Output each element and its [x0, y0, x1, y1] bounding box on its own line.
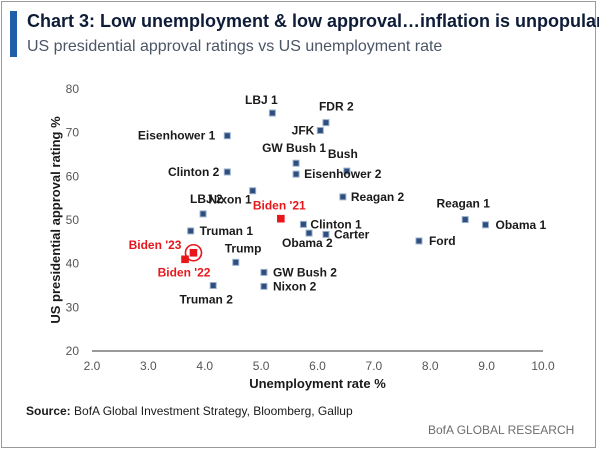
point-label: Ford [429, 234, 456, 248]
source-note: Source: BofA Global Investment Strategy,… [26, 404, 353, 418]
data-point [322, 119, 330, 127]
brand-footer: BofA GLOBAL RESEARCH [428, 423, 575, 437]
point-label: Trump [225, 241, 262, 255]
data-point [199, 210, 207, 218]
y-axis-title: US presidential approval rating % [48, 116, 63, 324]
point-label: Reagan 1 [437, 197, 491, 211]
x-tick-label: 2.0 [84, 359, 101, 373]
point-label: Clinton 1 [310, 217, 362, 231]
point-label: Biden '23 [129, 238, 182, 252]
point-label: Truman 1 [200, 224, 254, 238]
data-point [305, 229, 313, 237]
point-label: Biden '21 [253, 199, 306, 213]
point-label: Obama 2 [282, 236, 333, 250]
data-point [461, 216, 469, 224]
chart-subtitle: US presidential approval ratings vs US u… [27, 38, 443, 55]
data-point [343, 167, 351, 175]
x-axis-title: Unemployment rate % [249, 376, 386, 391]
data-point [181, 255, 189, 264]
point-label: Eisenhower 1 [138, 129, 216, 143]
point-label: JFK [292, 123, 315, 137]
y-tick-label: 80 [66, 82, 80, 96]
source-text: BofA Global Investment Strategy, Bloombe… [74, 404, 353, 418]
point-label: LBJ 2 [190, 192, 223, 206]
data-point [292, 170, 300, 178]
y-tick-label: 20 [66, 344, 80, 358]
chart-title: Chart 3: Low unemployment & low approval… [27, 11, 599, 31]
data-point [249, 187, 257, 195]
point-label: Nixon 2 [273, 279, 317, 293]
data-point [189, 248, 198, 257]
x-tick-label: 3.0 [140, 359, 157, 373]
data-point [260, 282, 268, 290]
data-point [232, 258, 240, 266]
y-tick-label: 70 [66, 126, 80, 140]
highlight-ring [184, 243, 203, 262]
point-label: Eisenhower 2 [304, 167, 382, 181]
source-label: Source: [26, 404, 71, 418]
data-point [481, 221, 489, 229]
point-label: LBJ 1 [245, 93, 278, 107]
data-point [277, 214, 285, 223]
point-label: Clinton 2 [168, 165, 220, 179]
title-accent-bar [10, 11, 17, 57]
data-point [292, 159, 300, 167]
data-point [187, 227, 195, 235]
x-tick-label: 6.0 [309, 359, 326, 373]
data-point [223, 132, 231, 140]
point-label: Bush [328, 147, 358, 161]
y-tick-label: 30 [66, 300, 80, 314]
data-point [415, 237, 423, 245]
x-tick-label: 8.0 [422, 359, 439, 373]
data-point [299, 220, 307, 228]
point-label: Reagan 2 [351, 190, 405, 204]
data-point [223, 168, 231, 176]
y-tick-label: 50 [66, 213, 80, 227]
y-tick-label: 40 [66, 257, 80, 271]
data-point [322, 230, 330, 238]
point-label: FDR 2 [319, 100, 354, 114]
point-label: Biden '22 [158, 265, 211, 279]
x-tick-label: 5.0 [253, 359, 270, 373]
x-tick-label: 7.0 [366, 359, 383, 373]
point-label: Truman 2 [180, 293, 234, 307]
data-point [209, 282, 217, 289]
y-tick-label: 60 [66, 169, 80, 183]
data-point [260, 268, 268, 276]
x-tick-label: 4.0 [196, 359, 213, 373]
point-label: GW Bush 2 [273, 265, 337, 279]
data-point [339, 193, 347, 201]
point-label: Nixon 1 [208, 193, 252, 207]
data-point [316, 126, 324, 134]
point-label: GW Bush 1 [262, 141, 326, 155]
data-point [268, 109, 276, 117]
x-tick-label: 9.0 [478, 359, 495, 373]
x-tick-label: 10.0 [531, 359, 555, 373]
point-label: Obama 1 [495, 218, 546, 232]
point-label: Carter [334, 227, 370, 241]
